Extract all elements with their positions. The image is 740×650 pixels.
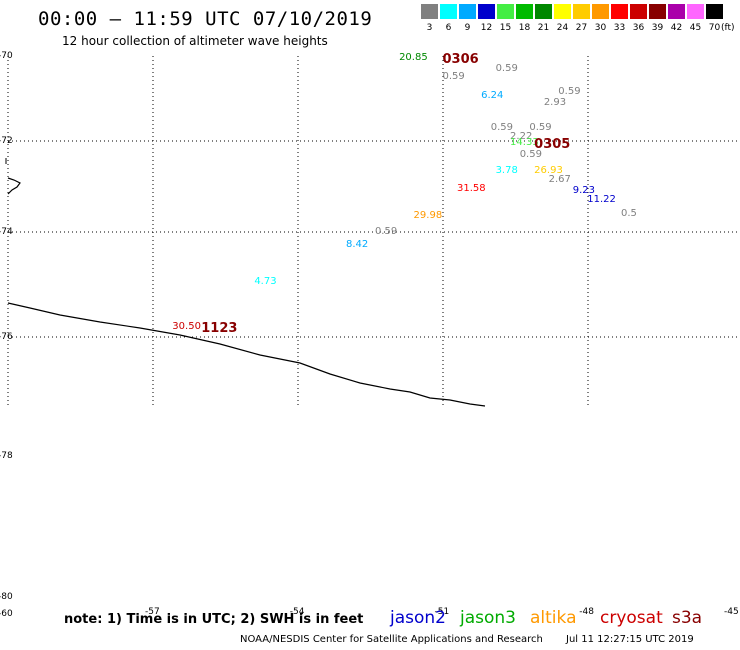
legend-label: 36 xyxy=(632,23,645,33)
legend-label: 39 xyxy=(651,23,664,33)
legend-swatch xyxy=(421,4,439,19)
legend-swatch xyxy=(611,4,629,19)
footer-timestamp: Jul 11 12:27:15 UTC 2019 xyxy=(566,634,694,645)
longitude-label: -45 xyxy=(724,607,739,617)
wave-height-value: 8.42 xyxy=(346,239,369,251)
wave-height-value: 0.59 xyxy=(558,86,581,98)
footer-note: note: 1) Time is in UTC; 2) SWH is in fe… xyxy=(64,612,364,627)
legend-swatch xyxy=(478,4,496,19)
legend-swatch xyxy=(554,4,572,19)
legend-label: 18 xyxy=(518,23,531,33)
legend-label: 9 xyxy=(464,23,471,33)
legend-swatch xyxy=(649,4,667,19)
latitude-label: -78 xyxy=(0,451,13,461)
legend-swatch xyxy=(687,4,705,19)
wave-height-value: 0.59 xyxy=(519,148,542,160)
legend-label: 45 xyxy=(689,23,702,33)
longitude-label: -51 xyxy=(434,607,450,617)
legend-label: 30 xyxy=(594,23,607,33)
legend-swatch xyxy=(592,4,610,19)
satellite-label: cryosat xyxy=(600,608,663,628)
wave-height-value: 29.98 xyxy=(413,210,443,222)
latitude-label: -80 xyxy=(0,592,13,602)
footer-credit: NOAA/NESDIS Center for Satellite Applica… xyxy=(240,634,543,645)
legend-label: 21 xyxy=(537,23,550,33)
wave-height-value: 9.23 xyxy=(572,185,596,197)
wave-height-value: 4.73 xyxy=(254,275,277,287)
wave-height-value: 31.58 xyxy=(456,182,486,194)
wave-height-value: 1123 xyxy=(201,320,238,336)
legend-label: 70 xyxy=(708,23,721,33)
legend-label: 6 xyxy=(445,23,452,33)
legend-label: 27 xyxy=(575,23,588,33)
satellite-label: jason2 xyxy=(390,608,446,628)
wave-height-value: 0.59 xyxy=(490,122,514,134)
wave-height-value: 0.59 xyxy=(442,71,465,83)
island-coast xyxy=(7,177,21,195)
wave-height-value: 0305 xyxy=(534,137,571,153)
latitude-label: -60 xyxy=(0,609,13,619)
wave-height-value: 6.24 xyxy=(481,90,504,102)
wave-height-value: 3.78 xyxy=(495,164,518,176)
wave-height-value: 0.59 xyxy=(529,122,552,134)
legend-label: 15 xyxy=(499,23,512,33)
wave-height-value: 2.93 xyxy=(543,96,567,108)
legend-swatch xyxy=(440,4,458,19)
legend-swatch xyxy=(497,4,515,19)
satellite-label: altika xyxy=(530,608,577,628)
legend-swatch xyxy=(706,4,724,19)
longitude-label: -57 xyxy=(145,607,160,617)
wave-height-value: 20.85 xyxy=(399,52,428,64)
page-title: 00:00 – 11:59 UTC 07/10/2019 xyxy=(38,8,373,30)
page-subtitle: 12 hour collection of altimeter wave hei… xyxy=(62,34,328,48)
legend-swatch xyxy=(573,4,591,19)
wave-height-value: 2.22 xyxy=(510,130,533,142)
wave-height-value: 0.5 xyxy=(621,207,637,219)
color-legend: 3 6 9 12 15 18 21 24 27 30 33 36 39 42 45 70 (ft) xyxy=(421,4,740,38)
wave-height-value: 30.50 xyxy=(172,320,201,332)
satellite-label: jason3 xyxy=(460,608,516,628)
legend-label: 12 xyxy=(480,23,493,33)
wave-height-value: 11.22 xyxy=(587,194,616,206)
legend-swatch xyxy=(630,4,648,19)
legend-label: 42 xyxy=(670,23,683,33)
legend-swatch xyxy=(535,4,553,19)
wave-height-value: 0.59 xyxy=(495,62,518,74)
satellite-label: s3a xyxy=(672,608,703,628)
wave-height-value: 2.67 xyxy=(548,173,571,185)
wave-height-value: 0.59 xyxy=(374,226,398,237)
coastline xyxy=(7,302,486,407)
latitude-label: -72 xyxy=(0,136,13,146)
latitude-label: -74 xyxy=(0,227,13,237)
legend-swatch xyxy=(516,4,534,19)
legend-swatch xyxy=(459,4,477,19)
legend-label: 33 xyxy=(613,23,626,33)
legend-label: 3 xyxy=(426,23,433,33)
wave-height-value: 14.33 xyxy=(510,137,539,149)
latitude-label: -70 xyxy=(0,51,13,61)
legend-label: 24 xyxy=(556,23,569,33)
longitude-label: -48 xyxy=(579,607,594,617)
longitude-label: -54 xyxy=(289,607,305,617)
wave-height-value: 26.93 xyxy=(534,164,563,176)
latitude-label: -76 xyxy=(0,332,13,342)
legend-unit: (ft) xyxy=(721,23,735,33)
legend-swatch xyxy=(668,4,686,19)
wave-height-value: 0306 xyxy=(442,52,479,68)
